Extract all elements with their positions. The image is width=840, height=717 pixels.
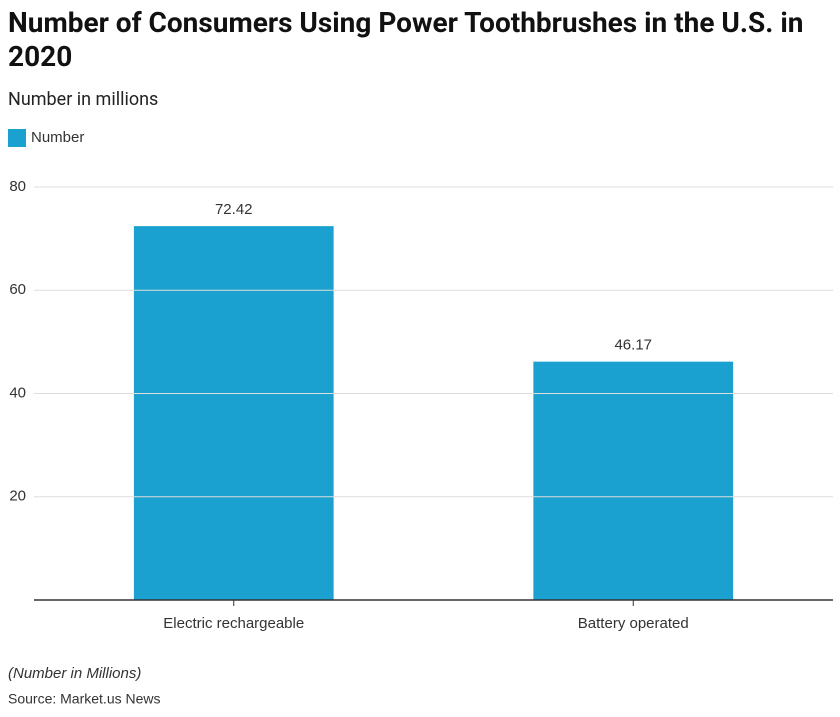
source: Source: Market.us News [8, 691, 161, 707]
chart-title: Number of Consumers Using Power Toothbru… [8, 6, 804, 73]
data-label: 46.17 [614, 337, 652, 354]
data-label: 72.42 [215, 201, 253, 218]
y-tick-label: 80 [9, 178, 26, 195]
y-tick-label: 20 [9, 488, 26, 505]
y-tick-label: 40 [9, 384, 26, 401]
legend-label: Number [31, 129, 84, 146]
bar [133, 226, 334, 600]
x-tick-label: Electric rechargeable [163, 615, 304, 632]
chart-subtitle: Number in millions [8, 89, 159, 110]
note: (Number in Millions) [8, 665, 141, 682]
bar [533, 361, 734, 600]
x-tick-label: Battery operated [578, 615, 689, 632]
legend-swatch [8, 129, 26, 147]
y-tick-label: 60 [9, 281, 26, 298]
